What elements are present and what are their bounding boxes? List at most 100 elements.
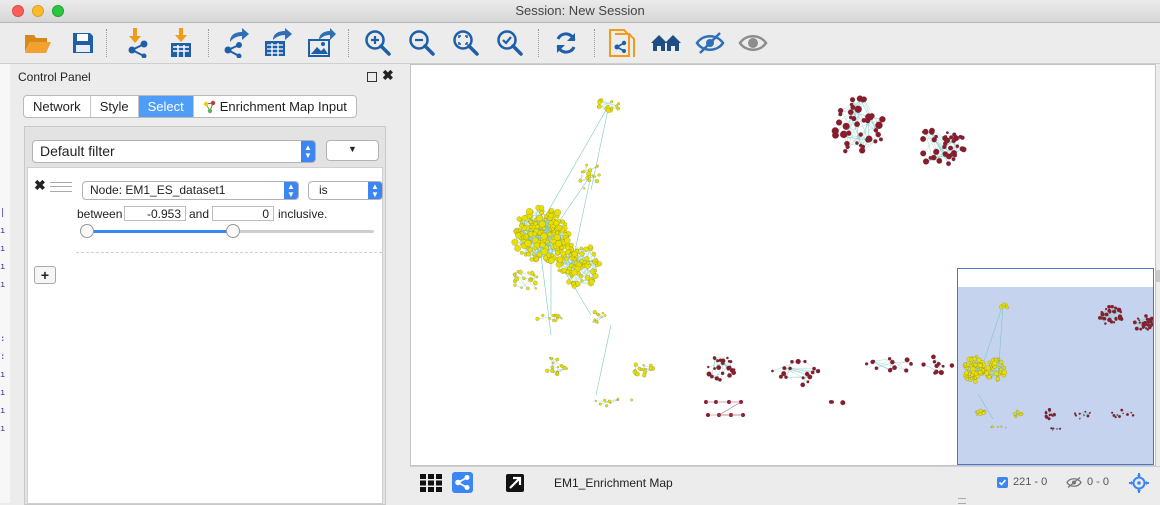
network-node [526,252,530,256]
network-node [515,277,519,281]
tab-select[interactable]: Select [139,96,194,117]
import-network-button[interactable] [122,27,154,59]
network-node [587,171,591,175]
range-slider-low-thumb[interactable] [80,224,94,238]
show-all-home-button[interactable] [650,27,682,59]
range-slider[interactable] [80,224,374,240]
network-node [875,366,878,369]
float-panel-button[interactable] [367,72,377,82]
remove-condition-icon[interactable]: ✖ [34,177,46,194]
network-node [547,232,552,237]
network-node [851,105,856,110]
arrow-up-right-icon [506,474,524,492]
network-node [829,400,833,404]
network-node [565,245,570,250]
network-node [721,372,724,375]
network-node [984,371,988,375]
export-network-button[interactable] [220,27,252,59]
network-name: EM1_Enrichment Map [554,476,673,490]
folder-open-icon [24,31,52,55]
new-network-from-selection-button[interactable] [605,27,637,59]
add-condition-button[interactable]: + [34,266,56,284]
zoom-fit-icon [452,29,480,57]
range-slider-high-thumb[interactable] [226,224,240,238]
network-node [555,320,557,322]
network-node [580,252,585,257]
network-node [973,357,977,361]
import-table-button[interactable] [166,27,198,59]
locate-network-button[interactable] [1129,473,1149,493]
network-node [533,281,537,285]
network-node [1144,314,1147,317]
zoom-out-button[interactable] [406,27,438,59]
tab-network[interactable]: Network [24,96,91,117]
zoom-fit-button[interactable] [450,27,482,59]
network-node [1120,409,1123,412]
network-node [560,251,566,257]
network-node [550,357,553,360]
canvas-scrollbar-handle[interactable] [1156,270,1160,282]
network-node [716,365,721,370]
grid-icon [420,474,442,492]
network-node [539,221,546,228]
network-node [529,225,532,228]
network-node [583,187,585,189]
network-node [905,357,910,362]
filter-options-menu-button[interactable]: ▼ [326,140,379,161]
network-node [545,369,549,373]
eye-slash-icon [695,31,725,55]
network-view-button[interactable] [452,472,473,493]
zoom-in-button[interactable] [362,27,394,59]
network-node [1045,415,1048,418]
network-node [643,364,645,366]
network-overview-graph [958,269,1154,465]
network-node [982,411,986,415]
network-overview-panel[interactable] [957,268,1154,465]
network-node [726,366,731,371]
hide-selected-button[interactable] [694,27,726,59]
network-view-canvas[interactable] [410,64,1156,466]
network-node [966,375,969,378]
network-node [1079,418,1080,419]
network-node [594,176,596,178]
resize-grip[interactable] [958,498,966,504]
selected-nodes-indicator[interactable]: 221 - 0 [997,476,1047,488]
import-network-icon [124,28,152,58]
network-node [888,357,891,360]
network-node [617,102,620,105]
network-node [534,247,538,251]
refresh-button[interactable] [550,27,582,59]
save-session-button[interactable] [67,27,99,59]
network-node [616,107,619,110]
export-image-button[interactable] [306,27,338,59]
show-all-button[interactable] [737,27,769,59]
column-dropdown[interactable]: Node: EM1_ES_dataset1 ▲▼ [82,181,299,200]
tab-enrichment-map-input[interactable]: Enrichment Map Input [194,96,356,117]
hidden-nodes-indicator[interactable]: 0 - 0 [1066,476,1109,488]
enrichment-map-icon [203,100,217,114]
network-node [848,109,853,114]
open-session-button[interactable] [22,27,54,59]
min-value-field[interactable]: -0.953 [124,206,186,221]
range-slider-fill [87,230,233,233]
zoom-selected-button[interactable] [494,27,526,59]
network-node [875,122,882,129]
export-table-button[interactable] [262,27,294,59]
zoom-out-icon [408,29,436,57]
filter-dropdown[interactable]: Default filter ▲▼ [32,140,316,163]
operator-dropdown[interactable]: is ▲▼ [308,181,383,200]
network-node [557,366,559,368]
network-node [1079,413,1081,415]
network-node [601,316,603,318]
close-panel-button[interactable]: ✖ [382,67,394,84]
network-node [531,278,533,280]
tab-style[interactable]: Style [91,96,139,117]
grid-view-button[interactable] [420,474,442,492]
detach-view-button[interactable] [506,474,524,492]
network-node [862,118,866,122]
drag-handle-icon[interactable] [50,182,72,192]
network-node [1089,413,1090,414]
max-value-field[interactable]: 0 [212,206,274,221]
network-node [548,224,551,227]
network-node [855,106,862,113]
